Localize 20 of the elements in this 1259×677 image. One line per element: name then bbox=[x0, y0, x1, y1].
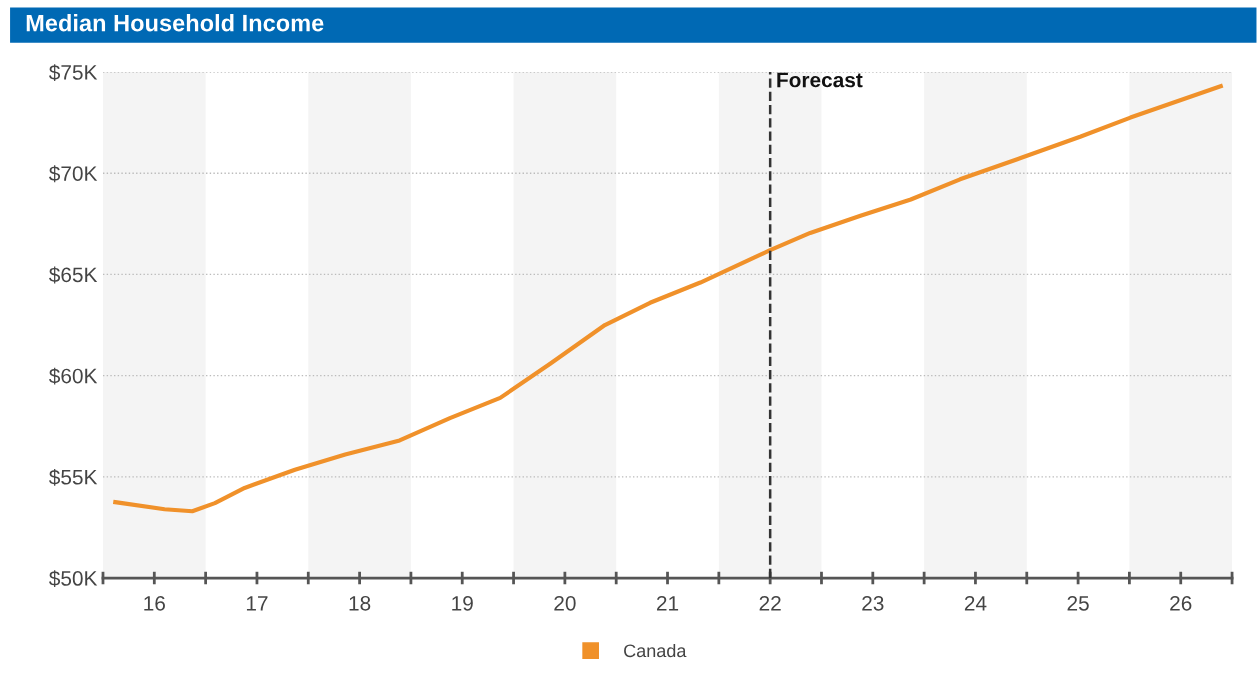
y-tick-label: $70K bbox=[49, 165, 98, 183]
ref-line-label: Forecast bbox=[777, 72, 863, 88]
y-tick-label: $50K bbox=[49, 570, 98, 588]
y-tick-label: $60K bbox=[49, 367, 98, 385]
x-tick-label: 17 bbox=[246, 596, 268, 611]
y-tick-label: $55K bbox=[49, 468, 98, 486]
y-tick-label: $75K bbox=[49, 64, 98, 82]
x-tick-label: 19 bbox=[452, 595, 473, 611]
x-tick-label: 25 bbox=[1067, 595, 1089, 611]
x-tick-label: 20 bbox=[554, 595, 576, 611]
x-tick-label: 24 bbox=[964, 595, 987, 611]
x-tick-label: 22 bbox=[759, 595, 781, 611]
x-tick-label: 26 bbox=[1170, 595, 1192, 611]
x-tick-label: 18 bbox=[349, 595, 371, 611]
x-tick-label: 21 bbox=[656, 595, 679, 611]
legend-label: Canada bbox=[624, 643, 687, 658]
x-tick-label: 16 bbox=[144, 595, 165, 611]
y-tick-label: $65K bbox=[49, 266, 98, 284]
chart-title: Median Household Income bbox=[26, 14, 324, 32]
x-tick-label: 23 bbox=[862, 595, 884, 611]
